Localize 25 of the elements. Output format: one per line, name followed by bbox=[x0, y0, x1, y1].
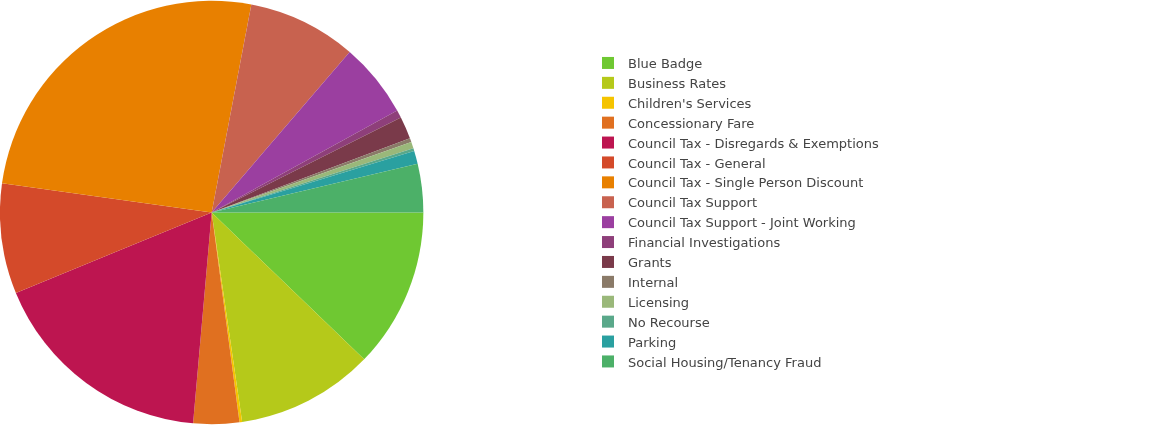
legend-label: Blue Badge bbox=[628, 56, 703, 72]
legend-label: Children's Services bbox=[628, 95, 752, 111]
legend-label: Council Tax Support - Joint Working bbox=[628, 215, 856, 231]
legend-label: Financial Investigations bbox=[628, 235, 781, 251]
pie-slice bbox=[193, 212, 240, 425]
legend-label: Parking bbox=[628, 334, 677, 350]
legend-label: No Recourse bbox=[628, 314, 710, 330]
pie-slice bbox=[211, 4, 350, 213]
legend-label: Council Tax - Disregards & Exemptions bbox=[628, 135, 879, 151]
legend-label: Concessionary Fare bbox=[628, 115, 755, 131]
pie-slice bbox=[211, 212, 365, 422]
pie-slice bbox=[2, 1, 252, 213]
legend-label: Council Tax Support bbox=[628, 195, 757, 211]
legend-label: Business Rates bbox=[628, 75, 727, 91]
legend-label: Council Tax - Single Person Discount bbox=[628, 175, 864, 191]
legend-label: Licensing bbox=[628, 294, 690, 310]
legend-label: Internal bbox=[628, 274, 679, 290]
legend-label: Social Housing/Tenancy Fraud bbox=[628, 354, 822, 370]
pie-slice bbox=[211, 212, 424, 360]
legend-label: Council Tax - General bbox=[628, 155, 766, 171]
pie-slice bbox=[211, 51, 398, 213]
pie-slice bbox=[211, 163, 424, 213]
legend-label: Grants bbox=[628, 255, 672, 271]
pie-slice bbox=[15, 212, 212, 424]
pie-slice bbox=[0, 183, 212, 293]
